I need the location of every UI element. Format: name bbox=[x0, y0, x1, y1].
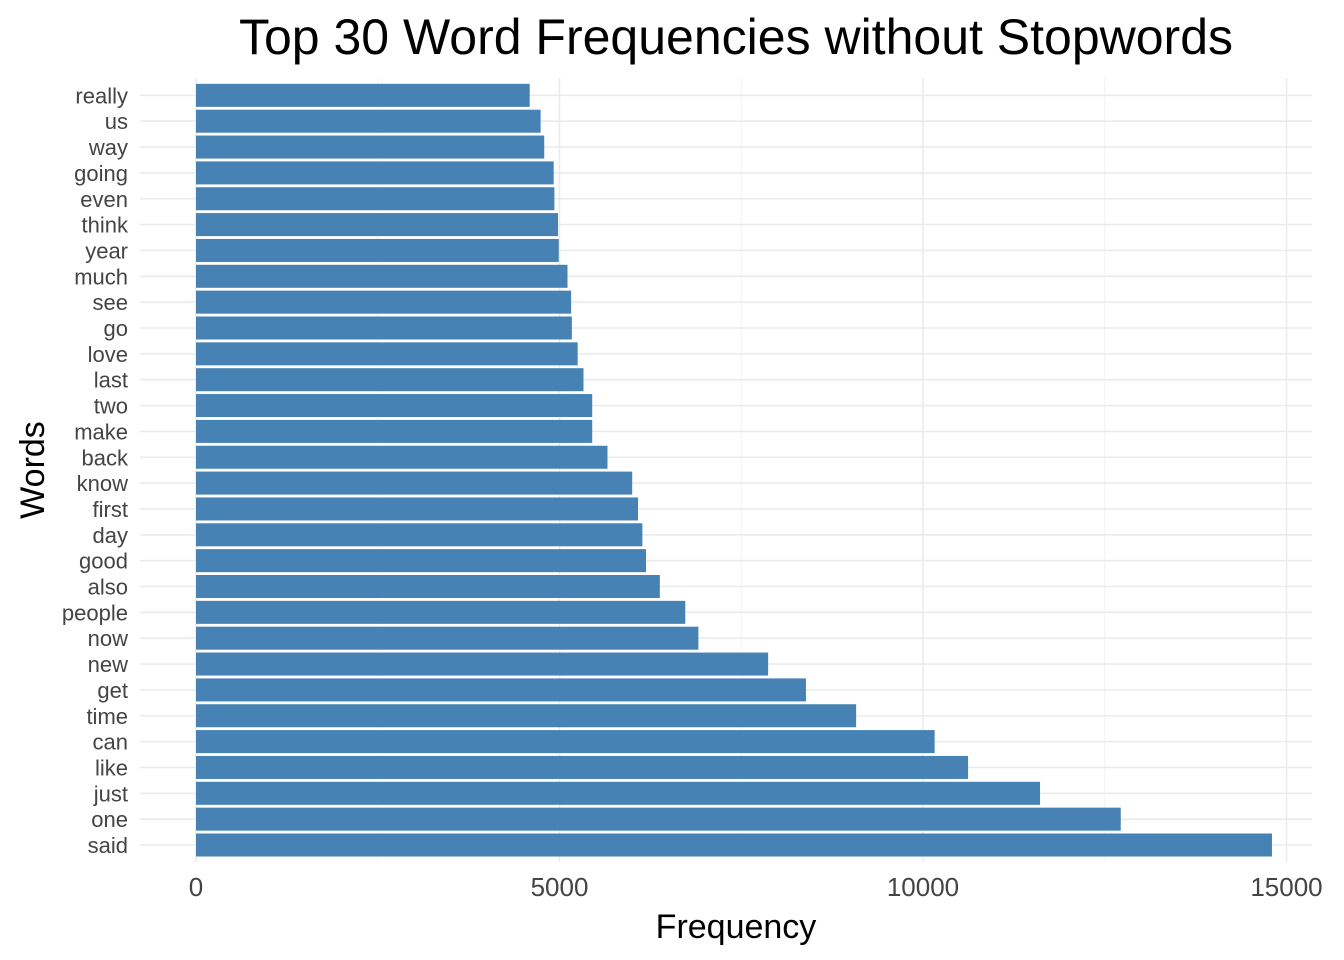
y-tick-label: people bbox=[62, 600, 128, 625]
x-tick-label: 15000 bbox=[1250, 872, 1322, 902]
y-tick-label: good bbox=[79, 549, 128, 574]
y-tick-label: two bbox=[94, 394, 128, 419]
y-tick-label: going bbox=[74, 161, 128, 186]
x-axis-title: Frequency bbox=[656, 908, 817, 946]
bar-think bbox=[196, 213, 559, 237]
y-tick-labels: saidonejustlikecantimegetnewnowpeopleals… bbox=[62, 83, 129, 858]
bar-now bbox=[196, 626, 699, 650]
bar-get bbox=[196, 678, 806, 702]
y-axis-title: Words bbox=[14, 421, 52, 519]
y-tick-label: can bbox=[93, 730, 128, 755]
y-tick-label: even bbox=[80, 187, 128, 212]
bar-go bbox=[196, 316, 572, 340]
y-tick-label: like bbox=[95, 755, 128, 780]
y-tick-label: one bbox=[91, 807, 128, 832]
chart-title: Top 30 Word Frequencies without Stopword… bbox=[239, 9, 1233, 65]
y-tick-label: see bbox=[93, 290, 128, 315]
y-tick-label: get bbox=[97, 678, 128, 703]
y-tick-label: way bbox=[88, 135, 128, 160]
bar-year bbox=[196, 238, 559, 262]
bar-see bbox=[196, 290, 572, 314]
bar-people bbox=[196, 600, 686, 624]
bar-day bbox=[196, 523, 643, 547]
y-tick-label: back bbox=[82, 445, 129, 470]
y-tick-label: day bbox=[93, 523, 128, 548]
bar-know bbox=[196, 471, 633, 495]
bar-two bbox=[196, 394, 593, 418]
bar-back bbox=[196, 445, 608, 469]
bar-one bbox=[196, 807, 1121, 831]
y-tick-label: said bbox=[88, 833, 128, 858]
bar-new bbox=[196, 652, 769, 676]
bar-much bbox=[196, 264, 568, 288]
x-tick-label: 5000 bbox=[531, 872, 589, 902]
y-tick-label: much bbox=[74, 264, 128, 289]
y-tick-label: now bbox=[88, 626, 128, 651]
bar-like bbox=[196, 755, 969, 779]
y-tick-label: know bbox=[77, 471, 128, 496]
bar-can bbox=[196, 730, 935, 754]
y-tick-label: make bbox=[74, 419, 128, 444]
x-tick-label: 10000 bbox=[887, 872, 959, 902]
bar-said bbox=[196, 833, 1272, 857]
y-tick-label: first bbox=[93, 497, 128, 522]
x-tick-label: 0 bbox=[189, 872, 203, 902]
bar-last bbox=[196, 368, 584, 392]
bar-also bbox=[196, 575, 660, 598]
y-tick-label: just bbox=[93, 781, 128, 806]
bar-even bbox=[196, 187, 555, 211]
bar-going bbox=[196, 161, 554, 185]
bar-way bbox=[196, 135, 545, 159]
y-tick-label: us bbox=[105, 109, 128, 134]
y-tick-label: year bbox=[85, 238, 128, 263]
x-tick-labels: 0 5000 10000 15000 bbox=[189, 872, 1323, 902]
y-tick-label: think bbox=[82, 213, 129, 238]
y-tick-label: last bbox=[94, 368, 128, 393]
y-tick-label: go bbox=[104, 316, 128, 341]
bar-make bbox=[196, 419, 593, 443]
bar-just bbox=[196, 781, 1041, 805]
bar-really bbox=[196, 83, 530, 107]
y-tick-label: love bbox=[88, 342, 128, 367]
y-tick-label: also bbox=[88, 575, 128, 600]
bar-us bbox=[196, 109, 541, 133]
y-tick-label: new bbox=[88, 652, 128, 677]
bars bbox=[196, 83, 1272, 857]
y-tick-label: really bbox=[75, 83, 128, 108]
bar-good bbox=[196, 549, 647, 573]
bar-love bbox=[196, 342, 578, 366]
bar-time bbox=[196, 704, 857, 728]
y-tick-label: time bbox=[86, 704, 128, 729]
bar-first bbox=[196, 497, 639, 521]
